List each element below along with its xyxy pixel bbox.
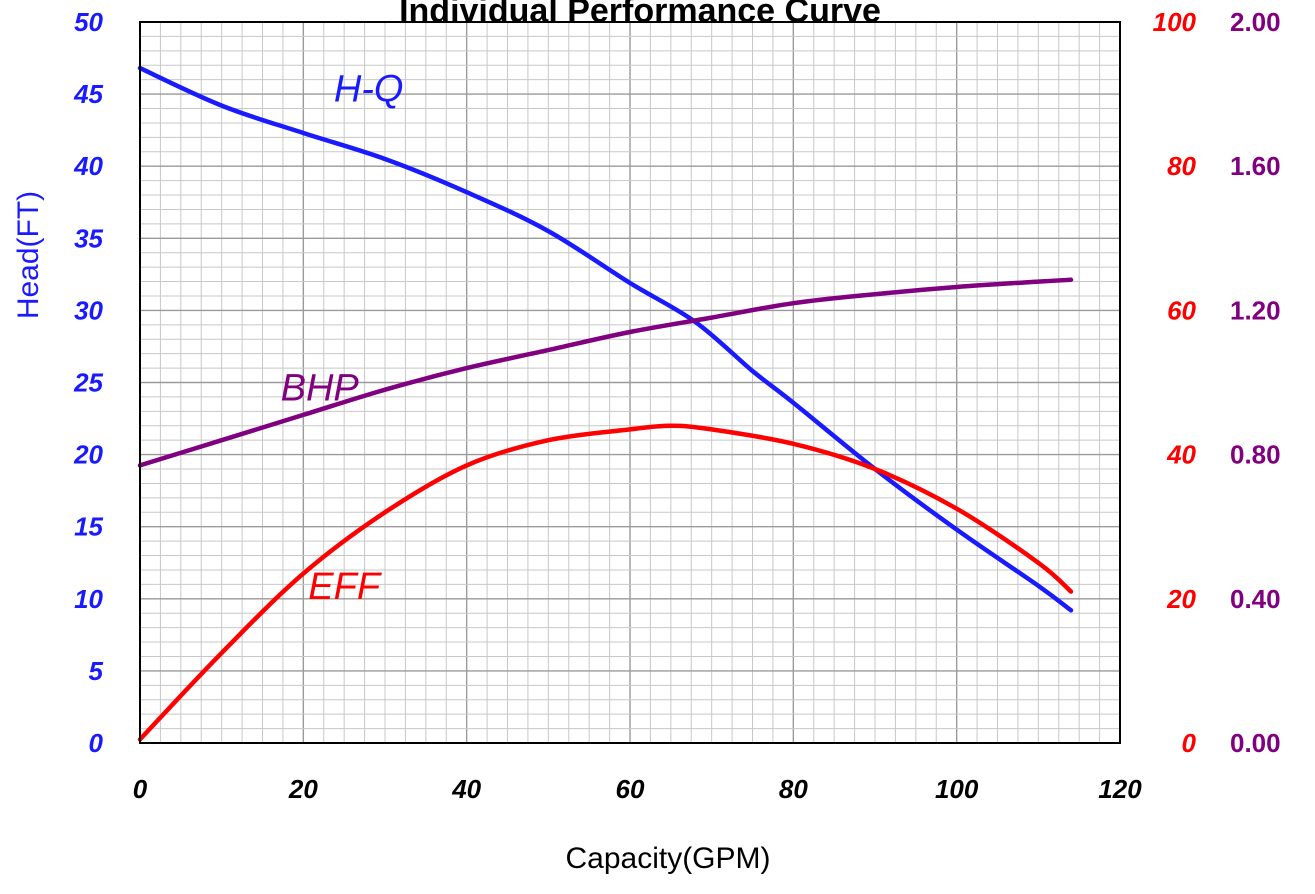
y-tick-label-head: 20	[73, 440, 103, 470]
hq-curve	[137, 65, 1074, 613]
y-tick-label-bhp: 1.60	[1230, 151, 1281, 181]
y-tick-label-bhp: 0.00	[1230, 728, 1281, 758]
y-tick-label-eff: 40	[1166, 440, 1196, 470]
x-tick-label: 120	[1098, 774, 1142, 804]
y-tick-label-head: 15	[74, 512, 103, 542]
curves	[137, 65, 1074, 742]
eff-label: EFF	[308, 566, 382, 608]
y-axis-title: Head(FT)	[12, 191, 45, 319]
y-tick-label-eff: 20	[1166, 584, 1196, 614]
y-tick-label-eff: 0	[1182, 728, 1197, 758]
y-tick-label-head: 5	[89, 656, 104, 686]
eff-curve	[137, 423, 1074, 742]
y-tick-label-eff: 80	[1167, 151, 1196, 181]
x-axis-title: Capacity(GPM)	[565, 842, 770, 875]
y-tick-label-head: 25	[73, 368, 103, 398]
bhp-curve	[137, 277, 1074, 468]
y-tick-label-eff: 60	[1167, 295, 1196, 325]
hq-label: H-Q	[334, 68, 404, 110]
bhp-label: BHP	[281, 368, 360, 410]
y-tick-label-head: 35	[74, 223, 103, 253]
y-tick-label-head: 40	[73, 151, 103, 181]
x-tick-label: 80	[779, 774, 808, 804]
y-tick-label-bhp: 0.80	[1230, 440, 1281, 470]
y-tick-label-head: 0	[89, 728, 104, 758]
x-tick-label: 40	[451, 774, 481, 804]
x-tick-label: 60	[616, 774, 645, 804]
y-tick-label-head: 10	[74, 584, 103, 614]
y-tick-label-bhp: 0.40	[1230, 584, 1281, 614]
tick-labels: 0 20 40 60 80 100 120 0 5 10 15 20 25 30 35 40 45 50 0 20 40…	[73, 7, 1281, 804]
y-tick-label-head: 50	[74, 7, 103, 37]
curve-labels: H-Q EFF BHP	[281, 68, 404, 607]
chart-title: Individual Performance Curve	[399, 0, 881, 30]
y-tick-label-head: 45	[73, 79, 103, 109]
y-tick-label-bhp: 1.20	[1230, 295, 1281, 325]
x-tick-label: 0	[133, 774, 148, 804]
y-tick-label-head: 30	[74, 295, 103, 325]
y-tick-label-eff: 100	[1153, 7, 1197, 37]
y-tick-label-bhp: 2.00	[1230, 7, 1281, 37]
x-tick-label: 100	[935, 774, 979, 804]
x-tick-label: 20	[288, 774, 318, 804]
plot-frame	[139, 21, 1121, 744]
